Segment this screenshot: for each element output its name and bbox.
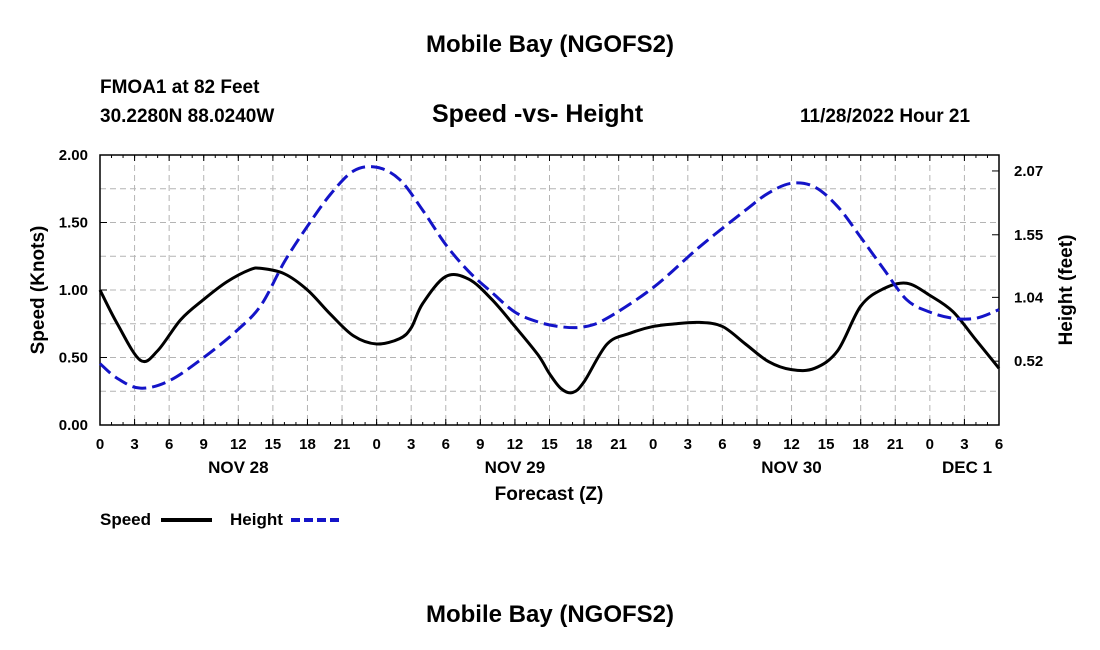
x-tick-label: 9 — [476, 436, 484, 453]
x-tick-label: 0 — [372, 436, 380, 453]
y-axis-left-label: Speed (Knots) — [28, 226, 49, 355]
y-right-tick-label: 0.52 — [1014, 353, 1043, 370]
x-tick-label: 15 — [818, 436, 835, 453]
y-right-tick-label: 1.55 — [1014, 227, 1043, 244]
date-label: NOV 28 — [208, 458, 268, 477]
x-tick-label: 12 — [783, 436, 800, 453]
x-tick-label: 6 — [718, 436, 726, 453]
y-right-tick-label: 2.07 — [1014, 163, 1043, 180]
x-tick-label: 21 — [610, 436, 627, 453]
x-tick-label: 12 — [230, 436, 247, 453]
x-tick-label: 9 — [753, 436, 761, 453]
x-tick-label: 6 — [442, 436, 450, 453]
speed-series-line — [98, 266, 1001, 395]
x-tick-label: 15 — [265, 436, 282, 453]
x-tick-label: 3 — [684, 436, 692, 453]
x-tick-label: 9 — [200, 436, 208, 453]
x-tick-label: 15 — [541, 436, 558, 453]
y-left-tick-label: 0.50 — [59, 350, 88, 367]
y-left-tick-label: 2.00 — [59, 147, 88, 164]
height-series-line — [99, 165, 1000, 390]
x-tick-label: 21 — [887, 436, 904, 453]
page-title: Mobile Bay (NGOFS2) — [425, 31, 675, 58]
x-tick-label: 18 — [852, 436, 869, 453]
y-left-tick-label: 0.00 — [59, 417, 88, 434]
station-coordinates: 30.2280N 88.0240W — [100, 106, 275, 127]
y-axis-right-label: Height (feet) — [1056, 235, 1077, 346]
footer-title: Mobile Bay (NGOFS2) — [425, 601, 675, 628]
x-tick-label: 18 — [299, 436, 316, 453]
x-tick-label: 3 — [407, 436, 415, 453]
x-axis-label: Forecast (Z) — [495, 484, 604, 505]
date-label: NOV 29 — [485, 458, 545, 477]
x-tick-label: 0 — [926, 436, 934, 453]
x-tick-label: 3 — [960, 436, 968, 453]
x-tick-label: 18 — [576, 436, 593, 453]
station-name: FMOA1 at 82 Feet — [100, 77, 260, 98]
x-tick-label: 6 — [165, 436, 173, 453]
x-tick-label: 3 — [130, 436, 138, 453]
x-tick-label: 12 — [507, 436, 524, 453]
date-label: NOV 30 — [761, 458, 821, 477]
y-right-tick-label: 1.04 — [1014, 289, 1044, 306]
series — [98, 165, 1001, 395]
x-tick-label: 6 — [995, 436, 1003, 453]
axis-ticks: 0 3 6 9 12 15 18 21 0 3 6 9 12 15 18 21 0 3 6 9 12 15 18 21 0 3 6 N… — [59, 147, 1044, 477]
legend-height-label: Height — [230, 510, 283, 529]
y-left-tick-label: 1.00 — [59, 282, 88, 299]
x-tick-label: 0 — [649, 436, 657, 453]
legend-speed-label: Speed — [100, 510, 151, 529]
date-label: DEC 1 — [942, 458, 992, 477]
chart-title: Speed -vs- Height — [432, 100, 644, 128]
x-tick-label: 21 — [334, 436, 351, 453]
forecast-time: 11/28/2022 Hour 21 — [800, 106, 971, 127]
y-left-tick-label: 1.50 — [59, 215, 88, 232]
x-tick-label: 0 — [96, 436, 104, 453]
grid — [100, 155, 999, 425]
